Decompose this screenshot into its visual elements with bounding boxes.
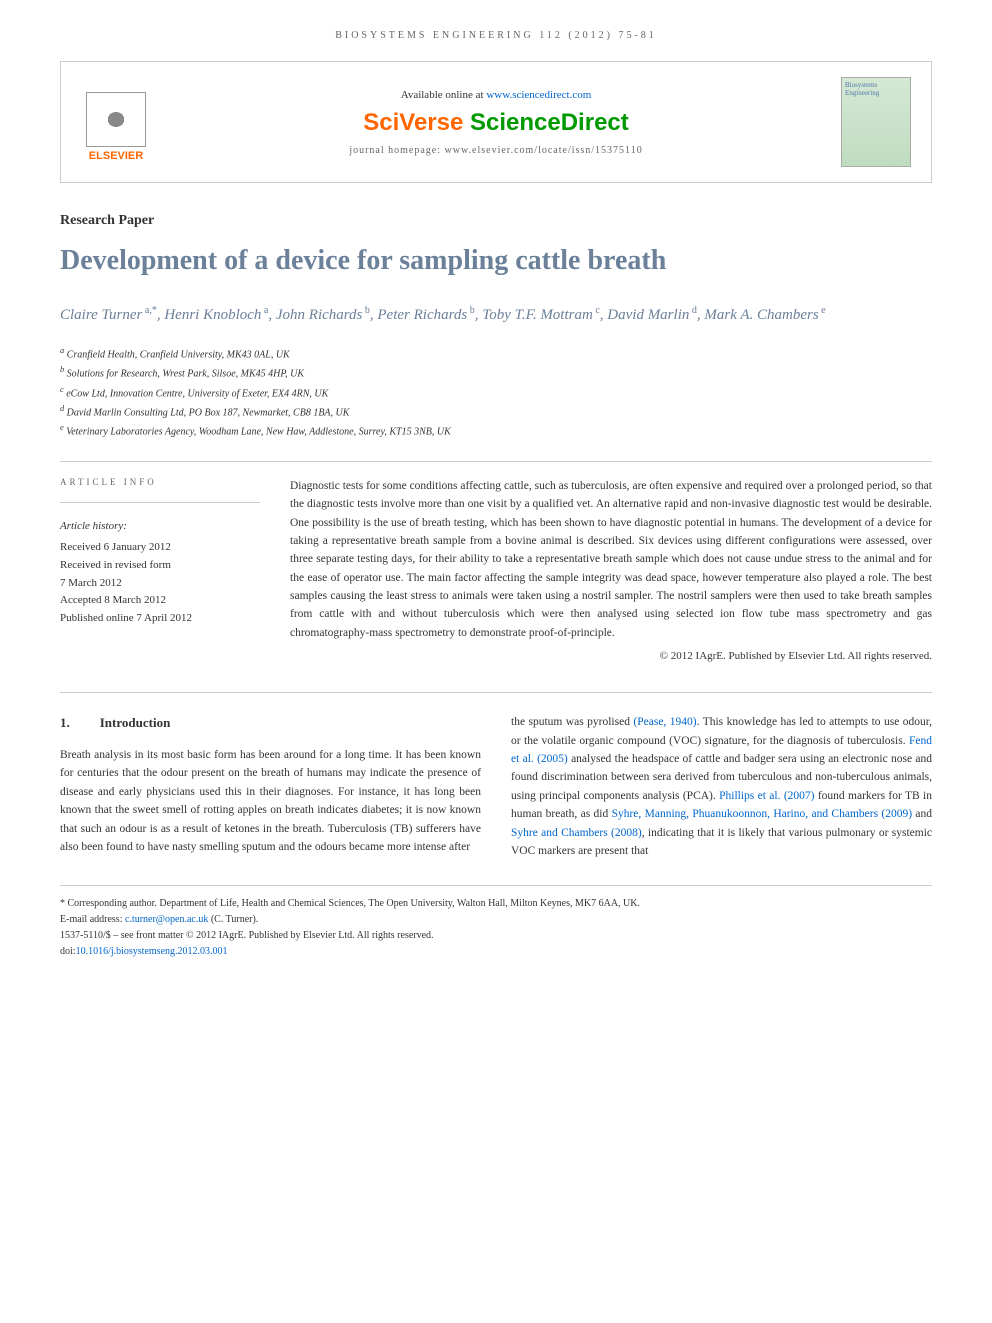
citation-link[interactable]: (Pease, 1940) <box>633 716 696 728</box>
available-online: Available online at www.sciencedirect.co… <box>151 89 841 101</box>
elsevier-text: ELSEVIER <box>89 150 143 162</box>
text: and <box>912 808 932 820</box>
authors: Claire Turner a,*, Henri Knobloch a, Joh… <box>60 303 932 327</box>
section-heading: 1. Introduction <box>60 713 481 734</box>
history-title: Article history: <box>60 518 260 536</box>
homepage-label: journal homepage: <box>349 145 444 156</box>
header-box: ELSEVIER Available online at www.science… <box>60 61 932 183</box>
email-label: E-mail address: <box>60 914 125 925</box>
article-info-heading: ARTICLE INFO <box>60 477 260 487</box>
info-abstract-row: ARTICLE INFO Article history: Received 6… <box>60 477 932 663</box>
sciverse-logo: SciVerse ScienceDirect <box>151 109 841 137</box>
section-title: Introduction <box>100 715 171 730</box>
affiliation: b Solutions for Research, Wrest Park, Si… <box>60 363 932 382</box>
abstract: Diagnostic tests for some conditions aff… <box>290 477 932 643</box>
journal-homepage: journal homepage: www.elsevier.com/locat… <box>151 145 841 156</box>
sciverse-word: SciVerse <box>363 109 470 136</box>
doi-line: doi:10.1016/j.biosystemseng.2012.03.001 <box>60 944 932 960</box>
footer-divider <box>60 885 932 886</box>
doi-link[interactable]: 10.1016/j.biosystemseng.2012.03.001 <box>76 946 228 957</box>
elsevier-tree-icon <box>86 92 146 147</box>
homepage-url[interactable]: www.elsevier.com/locate/issn/15375110 <box>445 145 643 156</box>
citation-link[interactable]: Syhre and Chambers (2008) <box>511 827 642 839</box>
history-line: Received 6 January 2012 <box>60 539 260 557</box>
email-suffix: (C. Turner). <box>208 914 258 925</box>
doi-label: doi: <box>60 946 76 957</box>
divider <box>60 692 932 693</box>
history-line: Accepted 8 March 2012 <box>60 592 260 610</box>
column-right: the sputum was pyrolised (Pease, 1940). … <box>511 713 932 860</box>
article-type: Research Paper <box>60 213 932 229</box>
body-columns: 1. Introduction Breath analysis in its mo… <box>60 713 932 860</box>
history-line: 7 March 2012 <box>60 575 260 593</box>
corresponding-author: * Corresponding author. Department of Li… <box>60 896 932 912</box>
article-info: ARTICLE INFO Article history: Received 6… <box>60 477 260 663</box>
footnotes: * Corresponding author. Department of Li… <box>60 896 932 960</box>
body-para: the sputum was pyrolised (Pease, 1940). … <box>511 713 932 860</box>
email-line: E-mail address: c.turner@open.ac.uk (C. … <box>60 912 932 928</box>
column-left: 1. Introduction Breath analysis in its mo… <box>60 713 481 860</box>
affiliation: a Cranfield Health, Cranfield University… <box>60 344 932 363</box>
journal-cover: Biosystems Engineering <box>841 77 911 167</box>
info-divider <box>60 502 260 503</box>
divider <box>60 461 932 462</box>
email-link[interactable]: c.turner@open.ac.uk <box>125 914 208 925</box>
sciencedirect-link[interactable]: www.sciencedirect.com <box>486 89 591 101</box>
history-line: Received in revised form <box>60 557 260 575</box>
cover-title: Biosystems Engineering <box>845 81 879 97</box>
available-label: Available online at <box>401 89 487 101</box>
sciencedirect-word: ScienceDirect <box>470 109 629 136</box>
citation-link[interactable]: Phillips et al. (2007) <box>719 790 814 802</box>
journal-info: BIOSYSTEMS ENGINEERING 112 (2012) 75-81 <box>60 30 932 41</box>
article-title: Development of a device for sampling cat… <box>60 244 932 278</box>
copyright: © 2012 IAgrE. Published by Elsevier Ltd.… <box>290 650 932 662</box>
affiliation: c eCow Ltd, Innovation Centre, Universit… <box>60 383 932 402</box>
citation-link[interactable]: Syhre, Manning, Phuanukoonnon, Harino, a… <box>612 808 912 820</box>
issn-line: 1537-5110/$ – see front matter © 2012 IA… <box>60 928 932 944</box>
text: the sputum was pyrolised <box>511 716 633 728</box>
affiliations: a Cranfield Health, Cranfield University… <box>60 344 932 441</box>
history-line: Published online 7 April 2012 <box>60 610 260 628</box>
section-num: 1. <box>60 713 70 734</box>
header-center: Available online at www.sciencedirect.co… <box>151 89 841 156</box>
abstract-wrap: Diagnostic tests for some conditions aff… <box>290 477 932 663</box>
article-history: Article history: Received 6 January 2012… <box>60 518 260 628</box>
affiliation: e Veterinary Laboratories Agency, Woodha… <box>60 421 932 440</box>
elsevier-logo: ELSEVIER <box>81 82 151 162</box>
affiliation: d David Marlin Consulting Ltd, PO Box 18… <box>60 402 932 421</box>
body-para: Breath analysis in its most basic form h… <box>60 746 481 856</box>
